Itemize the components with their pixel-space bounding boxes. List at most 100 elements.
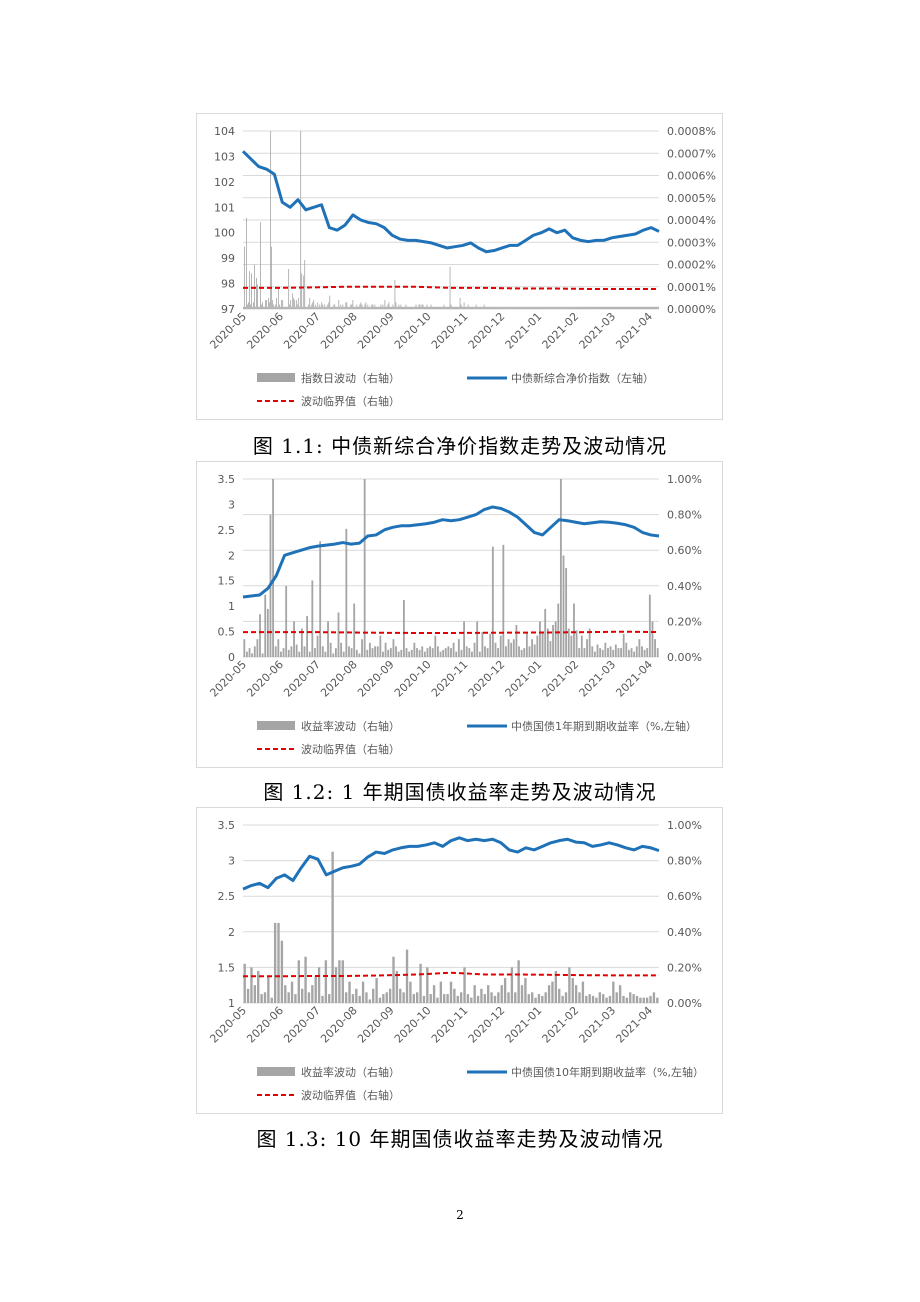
volatility-bar xyxy=(598,992,601,1003)
volatility-bar xyxy=(285,585,288,657)
volatility-bar xyxy=(393,306,395,309)
volatility-bar xyxy=(530,992,534,1003)
volatility-bar xyxy=(421,304,423,309)
volatility-bar xyxy=(557,603,560,657)
volatility-bar xyxy=(638,639,641,657)
volatility-bar xyxy=(647,306,648,309)
volatility-bar xyxy=(645,306,646,309)
left-axis-tick-label: 0.5 xyxy=(218,626,236,639)
left-axis-tick-label: 99 xyxy=(221,252,235,265)
volatility-bar xyxy=(567,306,569,309)
x-axis-tick-label: 2020-12 xyxy=(466,658,508,700)
volatility-bar xyxy=(641,646,643,657)
volatility-bar xyxy=(549,640,552,657)
volatility-bar xyxy=(382,651,384,657)
volatility-bar xyxy=(272,479,275,657)
volatility-bar xyxy=(635,646,638,657)
volatility-bar xyxy=(304,956,307,1003)
x-axis-tick-label: 2020-09 xyxy=(355,1004,397,1046)
volatility-bar xyxy=(651,306,652,309)
volatility-bar xyxy=(373,306,375,309)
volatility-bar xyxy=(582,306,584,309)
volatility-bar xyxy=(283,306,285,309)
volatility-bar xyxy=(449,266,451,309)
volatility-bar xyxy=(457,639,460,657)
volatility-bar xyxy=(524,978,527,1003)
volatility-bar xyxy=(499,635,502,657)
volatility-bar xyxy=(321,646,324,657)
volatility-bar xyxy=(580,635,583,657)
volatility-bar xyxy=(396,306,398,309)
right-axis-tick-label: 0.0008% xyxy=(667,125,716,138)
volatility-bar xyxy=(387,649,390,657)
volatility-bar xyxy=(527,994,530,1003)
volatility-bar xyxy=(554,306,556,309)
volatility-bar xyxy=(588,306,590,309)
volatility-bar xyxy=(384,642,387,657)
volatility-bar xyxy=(653,306,654,309)
threshold-line xyxy=(243,971,659,978)
volatility-bar xyxy=(493,995,497,1003)
volatility-bar xyxy=(480,988,483,1003)
volatility-bar xyxy=(609,646,612,657)
volatility-bar xyxy=(537,306,539,309)
figure-3-svg: 1.00% 0.80% 0.60% 0.40% 0.20% 0.00% 3.5 3 2.5 2 1.… xyxy=(207,819,704,1102)
volatility-bar xyxy=(531,306,533,309)
volatility-bar xyxy=(353,306,355,309)
volatility-bar xyxy=(649,306,650,309)
x-axis-tick-label: 2020-06 xyxy=(244,1004,286,1046)
volatility-bar xyxy=(387,304,389,309)
x-axis-tick-label: 2021-01 xyxy=(503,658,545,700)
volatility-bar xyxy=(371,304,373,309)
volatility-bar xyxy=(615,992,618,1003)
volatility-bar xyxy=(574,306,576,309)
volatility-bar xyxy=(460,304,462,309)
volatility-bar xyxy=(503,978,507,1003)
volatility-bar xyxy=(478,306,480,309)
volatility-bar xyxy=(405,648,408,657)
volatility-bar xyxy=(277,639,280,657)
left-axis-tick-label: 1.5 xyxy=(218,961,236,974)
volatility-bar xyxy=(648,594,651,657)
volatility-bar xyxy=(601,306,602,309)
volatility-bar xyxy=(277,922,280,1003)
volatility-bar xyxy=(360,302,362,309)
volatility-bar xyxy=(602,994,605,1003)
volatility-bar xyxy=(634,306,635,309)
volatility-bar xyxy=(307,306,309,309)
volatility-bar xyxy=(622,306,623,309)
volatility-bar xyxy=(610,306,611,309)
volatility-bar xyxy=(503,306,505,309)
volatility-bar xyxy=(293,621,295,657)
volatility-bar xyxy=(361,304,363,309)
x-axis-tick-label: 2020-05 xyxy=(207,310,249,352)
volatility-bar xyxy=(266,300,268,309)
volatility-bar xyxy=(401,306,403,309)
volatility-bar xyxy=(255,306,256,309)
volatility-bar xyxy=(486,306,488,309)
volatility-bar xyxy=(507,639,510,657)
right-axis-tick-label: 1.00% xyxy=(667,473,702,486)
volatility-bar xyxy=(322,304,324,309)
volatility-bar xyxy=(512,306,514,309)
volatility-bar xyxy=(250,967,253,1003)
volatility-bar xyxy=(374,304,376,309)
volatility-bar xyxy=(615,306,616,309)
volatility-bar xyxy=(259,306,260,309)
volatility-bar xyxy=(277,306,279,309)
volatility-bar xyxy=(625,642,628,657)
volatility-bar xyxy=(427,306,429,309)
volatility-bar xyxy=(384,300,386,309)
volatility-bar xyxy=(278,286,280,309)
volatility-bar xyxy=(463,621,465,657)
right-axis-tick-label: 0.00% xyxy=(667,997,702,1010)
volatility-bar xyxy=(629,306,630,309)
volatility-bar xyxy=(643,306,644,309)
volatility-bar xyxy=(320,306,322,309)
volatility-bar xyxy=(319,304,321,309)
volatility-bar xyxy=(413,306,415,309)
left-axis-tick-label: 2 xyxy=(228,926,235,939)
volatility-bar xyxy=(537,994,541,1003)
volatility-bar xyxy=(481,632,484,657)
volatility-bar xyxy=(545,306,547,309)
